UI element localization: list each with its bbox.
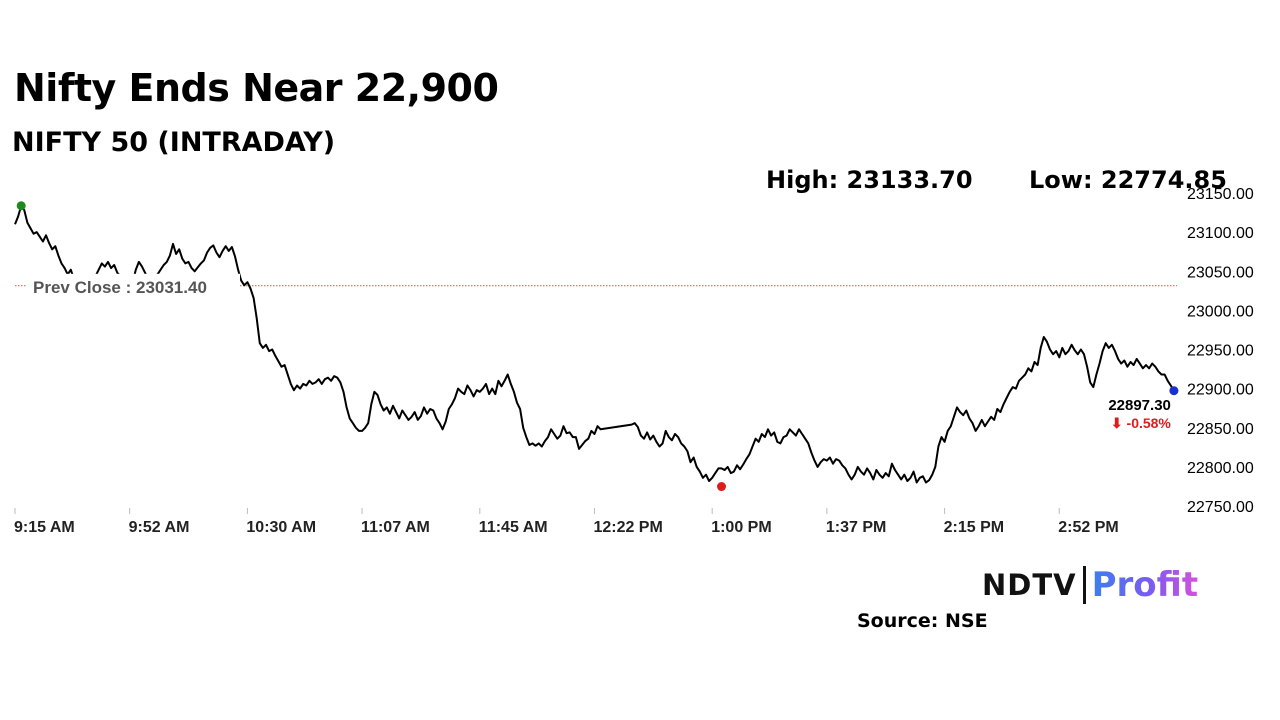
x-tick-label: 1:37 PM — [826, 519, 886, 536]
x-tick-label: 9:52 AM — [129, 519, 190, 536]
low-stat: Low: 22774.85 — [1029, 166, 1227, 194]
last-value-label: 22897.30 — [1108, 397, 1171, 414]
y-tick-label: 22950.00 — [1187, 343, 1254, 360]
y-tick-label: 22750.00 — [1187, 499, 1254, 516]
logo-profit-text: Profit — [1091, 565, 1199, 605]
last-point-marker — [1169, 386, 1179, 396]
logo-ndtv-text: NDTV — [982, 568, 1077, 602]
y-tick-label: 22800.00 — [1187, 460, 1254, 477]
x-axis: 9:15 AM 9:52 AM 10:30 AM 11:07 AM 11:45 AM 12… — [14, 508, 1119, 536]
source-note: Source: NSE — [857, 610, 988, 632]
x-tick-label: 2:15 PM — [944, 519, 1004, 536]
change-percent-label: ⬇ -0.58% — [1111, 415, 1172, 431]
y-tick-label: 23050.00 — [1187, 264, 1254, 281]
y-tick-label: 22850.00 — [1187, 421, 1254, 438]
ndtv-profit-logo: NDTV Profit — [982, 563, 1198, 607]
x-tick-label: 10:30 AM — [246, 519, 316, 536]
x-tick-label: 12:22 PM — [593, 519, 662, 536]
chart-subtitle: NIFTY 50 (INTRADAY) — [12, 127, 336, 158]
prev-close-label: Prev Close : 23031.40 — [33, 278, 207, 297]
logo-divider — [1082, 566, 1086, 604]
prev-close-label-bg — [27, 273, 240, 299]
x-tick-label: 11:45 AM — [479, 519, 548, 536]
high-stat: High: 23133.70 — [766, 166, 973, 194]
x-tick-label: 9:15 AM — [14, 519, 75, 536]
x-tick-label: 11:07 AM — [361, 519, 430, 536]
high-point-marker — [16, 201, 26, 211]
y-tick-label: 22900.00 — [1187, 382, 1254, 399]
y-tick-label: 23150.00 — [1187, 186, 1254, 203]
x-tick-label: 2:52 PM — [1058, 519, 1118, 536]
low-point-marker — [716, 482, 726, 492]
series-line — [14, 204, 1175, 484]
x-tick-label: 1:00 PM — [711, 519, 771, 536]
y-tick-label: 23100.00 — [1187, 225, 1254, 242]
y-axis: 22750.00 22800.00 22850.00 22900.00 22950.00… — [1187, 186, 1254, 516]
chart-title: Nifty Ends Near 22,900 — [14, 66, 499, 110]
y-tick-label: 23000.00 — [1187, 303, 1254, 320]
